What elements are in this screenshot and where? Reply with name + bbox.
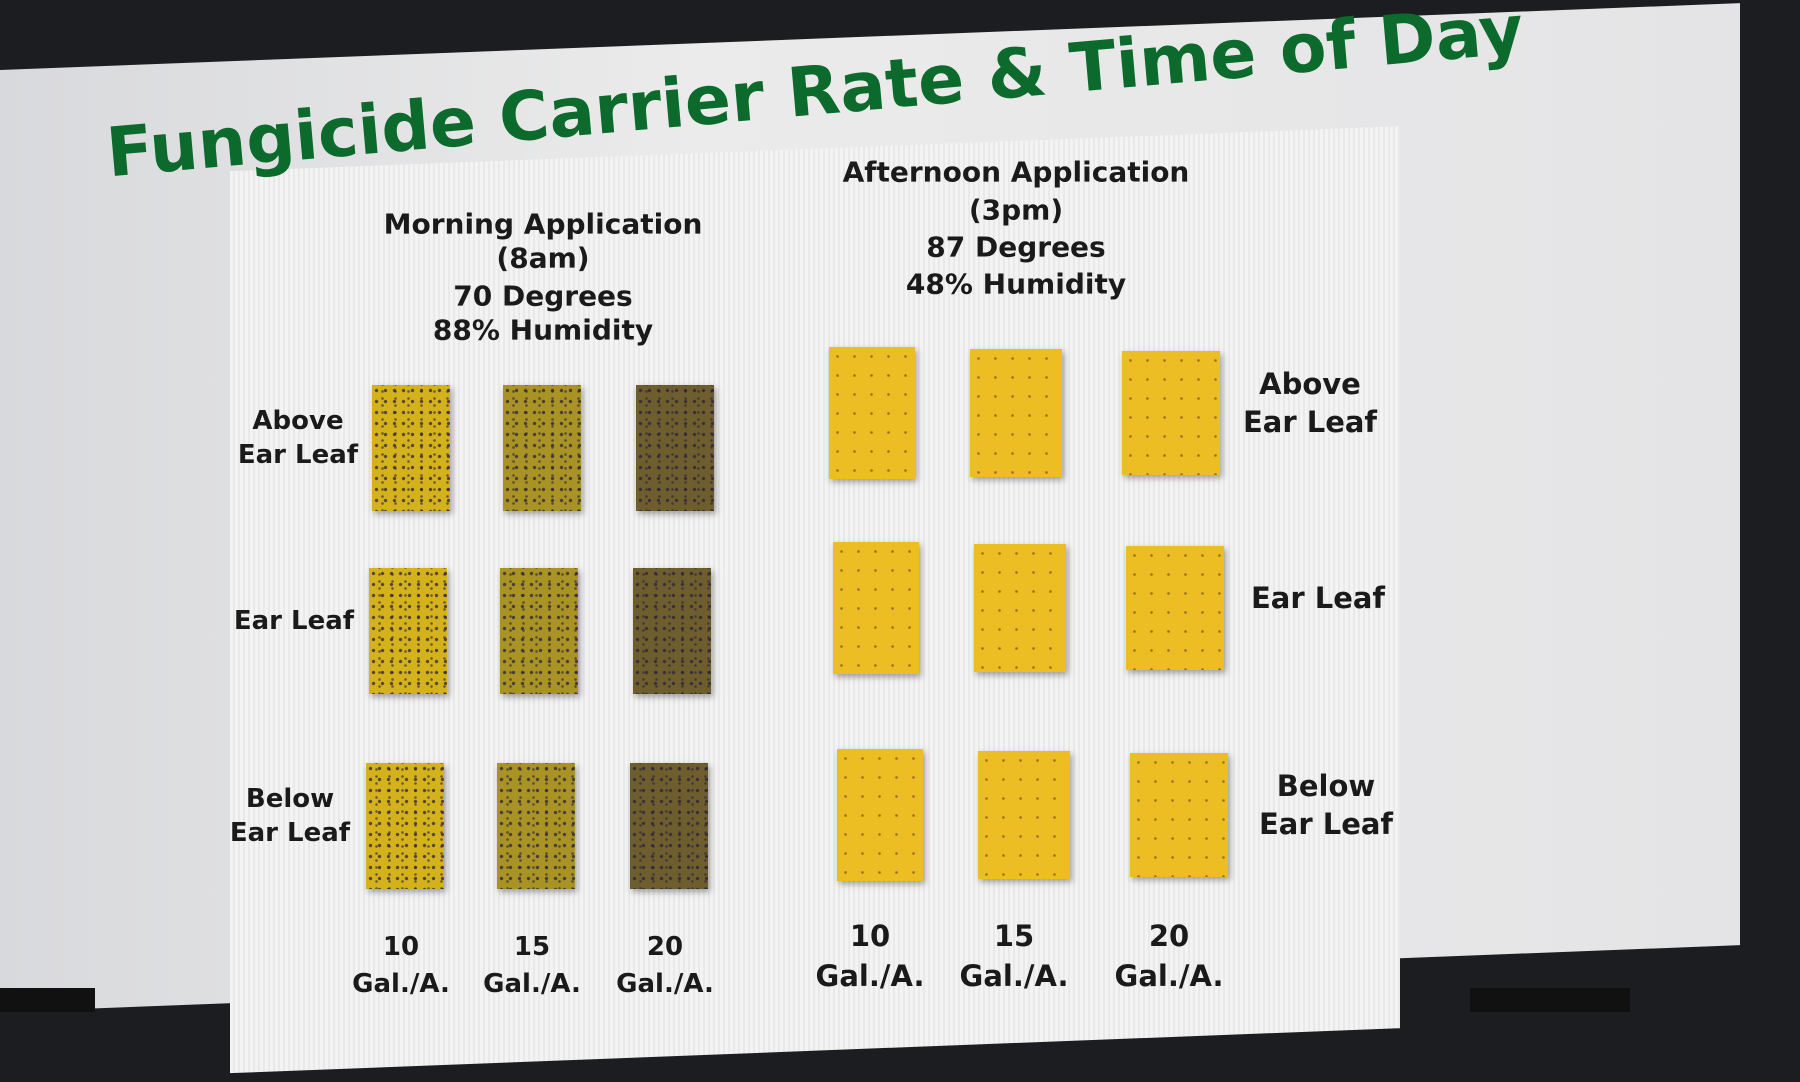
- row-label-right: Ear Leaf: [1251, 579, 1385, 617]
- spray-card: [500, 568, 578, 694]
- morning-header: Morning Application: [384, 208, 703, 241]
- spray-card: [372, 385, 450, 511]
- spray-card: [829, 347, 915, 479]
- row-label-line: Ear Leaf: [1259, 805, 1393, 843]
- afternoon-header: 87 Degrees: [926, 231, 1105, 264]
- column-rate: 15: [994, 919, 1034, 953]
- column-unit: Gal./A.: [816, 959, 925, 993]
- spray-card: [978, 751, 1070, 879]
- row-label-line: Ear Leaf: [238, 438, 358, 472]
- column-unit: Gal./A.: [960, 959, 1069, 993]
- column-rate: 20: [647, 930, 683, 964]
- column-unit: Gal./A.: [352, 967, 450, 1001]
- spray-card: [503, 385, 581, 511]
- row-label-line: Ear Leaf: [1251, 579, 1385, 617]
- morning-header: 88% Humidity: [433, 314, 653, 347]
- spray-card: [833, 542, 919, 674]
- spray-card: [366, 763, 444, 889]
- column-rate: 10: [850, 919, 890, 953]
- row-label-line: Below: [1259, 767, 1393, 805]
- stage-light: [1470, 988, 1630, 1012]
- column-rate: 10: [383, 930, 419, 964]
- column-unit: Gal./A.: [483, 967, 581, 1001]
- row-label-line: Above: [238, 404, 358, 438]
- spray-card: [497, 763, 575, 889]
- spray-card: [1122, 351, 1220, 475]
- row-label-line: Ear Leaf: [230, 816, 350, 850]
- row-label-line: Ear Leaf: [234, 604, 354, 638]
- afternoon-header: 48% Humidity: [906, 268, 1126, 301]
- spray-card: [837, 749, 923, 881]
- row-label-left: Ear Leaf: [234, 604, 354, 638]
- spray-card: [1126, 546, 1224, 670]
- column-unit: Gal./A.: [1115, 959, 1224, 993]
- morning-header: 70 Degrees: [453, 280, 632, 313]
- spray-card: [636, 385, 714, 511]
- afternoon-header: (3pm): [969, 194, 1063, 227]
- spray-card: [369, 568, 447, 694]
- spray-card: [974, 544, 1066, 672]
- column-rate: 20: [1149, 919, 1189, 953]
- column-rate: 15: [514, 930, 550, 964]
- spray-card: [1130, 753, 1228, 877]
- morning-header: (8am): [496, 242, 589, 275]
- row-label-line: Above: [1243, 365, 1377, 403]
- spray-card: [970, 349, 1062, 477]
- spray-card: [630, 763, 708, 889]
- row-label-line: Below: [230, 782, 350, 816]
- column-unit: Gal./A.: [616, 967, 714, 1001]
- afternoon-header: Afternoon Application: [843, 156, 1190, 189]
- row-label-line: Ear Leaf: [1243, 403, 1377, 441]
- spray-card: [633, 568, 711, 694]
- stage-light: [0, 988, 95, 1012]
